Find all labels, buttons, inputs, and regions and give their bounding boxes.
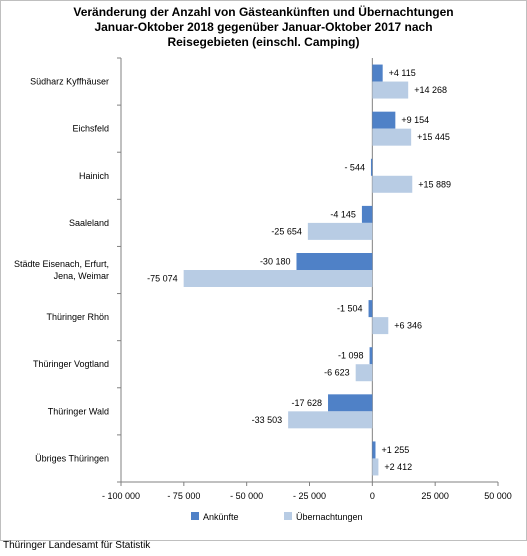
category-label: Thüringer Wald: [48, 406, 109, 416]
chart-title: Veränderung der Anzahl von Gästeankünfte…: [0, 5, 527, 50]
bar-uebernachtungen: [372, 81, 409, 99]
x-tick-label: - 50 000: [230, 491, 263, 501]
data-label: +15 889: [418, 179, 451, 189]
bar-uebernachtungen: [288, 411, 373, 429]
source-note: Thüringer Landesamt für Statistik: [3, 540, 151, 551]
data-label: -33 503: [252, 415, 283, 425]
title-line-2: Januar-Oktober 2018 gegenüber Januar-Okt…: [94, 20, 433, 34]
bar-ankuenfte: [370, 158, 373, 176]
bar-ankuenfte: [372, 64, 383, 82]
legend-label: Übernachtungen: [296, 512, 363, 522]
title-line-1: Veränderung der Anzahl von Gästeankünfte…: [73, 5, 454, 19]
category-label: Thüringer Vogtland: [33, 359, 109, 369]
x-tick-label: - 25 000: [293, 491, 326, 501]
bar-ankuenfte: [328, 394, 373, 412]
legend-swatch: [191, 512, 199, 520]
category-label: Eichsfeld: [72, 124, 109, 134]
data-label: -1 504: [337, 304, 363, 314]
data-label: +15 445: [417, 132, 450, 142]
data-label: -6 623: [324, 368, 350, 378]
data-label: +2 412: [384, 462, 412, 472]
category-label: Thüringer Rhön: [46, 312, 109, 322]
data-label: -75 074: [147, 274, 178, 284]
x-tick-label: 50 000: [484, 491, 512, 501]
bar-ankuenfte: [369, 347, 373, 365]
bar-uebernachtungen: [372, 458, 379, 476]
bar-uebernachtungen: [372, 175, 413, 193]
data-label: -25 654: [271, 226, 302, 236]
bar-ankuenfte: [361, 205, 373, 223]
bar-chart: - 100 000 - 75 000 - 50 000 - 25 000 0 25 000…: [14, 57, 512, 522]
bar-ankuenfte: [372, 111, 396, 129]
data-label: +1 255: [381, 445, 409, 455]
data-label: -1 098: [338, 351, 364, 361]
category-label: Saaleland: [69, 218, 109, 228]
bar-uebernachtungen: [355, 364, 373, 382]
category-label: Übriges Thüringen: [35, 453, 109, 463]
x-tick-label: - 75 000: [167, 491, 200, 501]
data-label: - 544: [344, 162, 365, 172]
category-label: Hainich: [79, 171, 109, 181]
bar-ankuenfte: [296, 253, 373, 270]
category-label: Südharz Kyffhäuser: [30, 77, 109, 87]
data-label: -4 145: [330, 209, 356, 219]
legend-label: Ankünfte: [203, 512, 239, 522]
data-label: -17 628: [291, 398, 322, 408]
x-tick-label: 25 000: [421, 491, 449, 501]
x-tick-label: - 100 000: [102, 491, 140, 501]
bar-uebernachtungen: [307, 222, 373, 240]
title-line-3: Reisegebieten (einschl. Camping): [167, 35, 360, 49]
data-label: +14 268: [414, 85, 447, 95]
bar-ankuenfte: [368, 300, 373, 318]
data-label: +6 346: [394, 321, 422, 331]
bar-uebernachtungen: [183, 270, 373, 287]
category-label: Städte Eisenach, Erfurt,: [14, 259, 109, 269]
data-label: +4 115: [389, 68, 416, 78]
data-label: -30 180: [260, 257, 291, 267]
category-label: Jena, Weimar: [54, 271, 109, 281]
bar-ankuenfte: [372, 441, 376, 459]
bar-uebernachtungen: [372, 317, 389, 335]
legend-swatch: [284, 512, 292, 520]
data-label: +9 154: [401, 115, 429, 125]
x-tick-label: 0: [370, 491, 375, 501]
bar-uebernachtungen: [372, 128, 412, 146]
